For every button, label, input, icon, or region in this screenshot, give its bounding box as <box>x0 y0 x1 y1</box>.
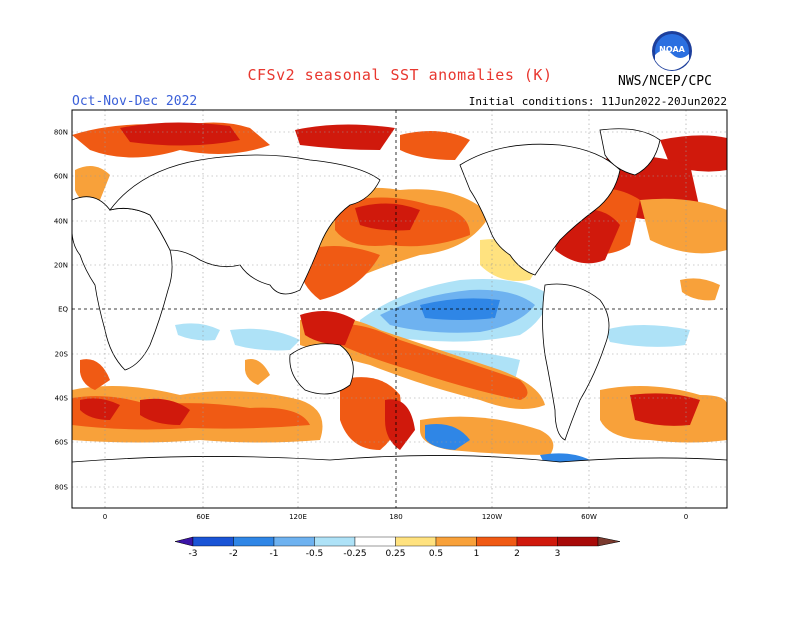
map-grid <box>72 110 727 508</box>
colorbar-tick-label: -0.25 <box>343 549 366 559</box>
colorbar-segment <box>192 536 234 547</box>
lon-label: 60E <box>196 513 209 521</box>
lon-label: 120E <box>289 513 307 521</box>
initial-conditions-label: Initial conditions: 11Jun2022-20Jun2022 <box>468 95 727 108</box>
colorbar-arrow-left <box>174 536 194 547</box>
land-south-america <box>542 283 610 441</box>
map-title: CFSv2 seasonal SST anomalies (K) <box>247 66 553 84</box>
colorbar-segment <box>395 536 437 547</box>
colorbar-segment <box>516 536 558 547</box>
land-australia <box>289 343 354 395</box>
anomaly-other <box>80 278 720 390</box>
colorbar-tick-label: 0.25 <box>385 549 405 559</box>
colorbar-segment <box>233 536 275 547</box>
land-asia <box>109 154 381 295</box>
colorbar-segment <box>557 536 599 547</box>
lat-label: 20S <box>55 351 69 359</box>
map-frame <box>71 109 728 509</box>
colorbar-segment <box>354 536 396 547</box>
lat-label: 60S <box>55 439 69 447</box>
colorbar-tick-label: 0.5 <box>429 549 443 559</box>
lat-label: 40N <box>54 218 68 226</box>
colorbar-tick-label: -3 <box>189 549 198 559</box>
colorbar-tick-label: 3 <box>555 549 561 559</box>
colorbar-tick-label: -2 <box>229 549 238 559</box>
season-label: Oct-Nov-Dec 2022 <box>72 94 198 109</box>
colorbar-tick-label: 2 <box>514 549 520 559</box>
colorbar-segment <box>314 536 356 547</box>
agency-label: NWS/NCEP/CPC <box>618 74 712 89</box>
land <box>72 128 727 508</box>
lon-label: 120W <box>482 513 502 521</box>
lat-label: 80N <box>54 129 68 137</box>
colorbar-tick-label: 1 <box>474 549 480 559</box>
lon-label: 0 <box>103 513 107 521</box>
longitude-labels: 0 60E 120E 180 120W 60W 0 <box>103 513 688 521</box>
lat-label: 60N <box>54 173 68 181</box>
colorbar: -3 -2 -1 -0.5 -0.25 0.25 0.5 1 2 3 <box>174 536 621 559</box>
lon-label: 60W <box>581 513 597 521</box>
land-greenland <box>599 128 661 176</box>
colorbar-segment <box>273 536 315 547</box>
svg-text:NOAA: NOAA <box>659 45 685 54</box>
lat-label: 40S <box>55 395 69 403</box>
land-north-america <box>459 143 621 276</box>
anomaly-south-pacific <box>300 311 545 450</box>
colorbar-tick-label: -1 <box>270 549 279 559</box>
anomaly-southern-ocean <box>72 386 727 471</box>
lon-label: 180 <box>389 513 402 521</box>
anomaly-arctic <box>72 122 727 264</box>
lon-label: 0 <box>684 513 688 521</box>
colorbar-segment <box>476 536 518 547</box>
noaa-logo: NOAA <box>652 31 692 71</box>
colorbar-tick-label: -0.5 <box>306 549 324 559</box>
land-antarctica <box>72 455 727 508</box>
lat-label: 20N <box>54 262 68 270</box>
colorbar-arrow-right <box>597 536 621 547</box>
lat-label: 80S <box>55 484 69 492</box>
colorbar-segment <box>435 536 477 547</box>
latitude-labels: 80N 60N 40N 20N EQ 20S 40S 60S 80S <box>54 129 69 492</box>
lat-label: EQ <box>58 306 68 314</box>
